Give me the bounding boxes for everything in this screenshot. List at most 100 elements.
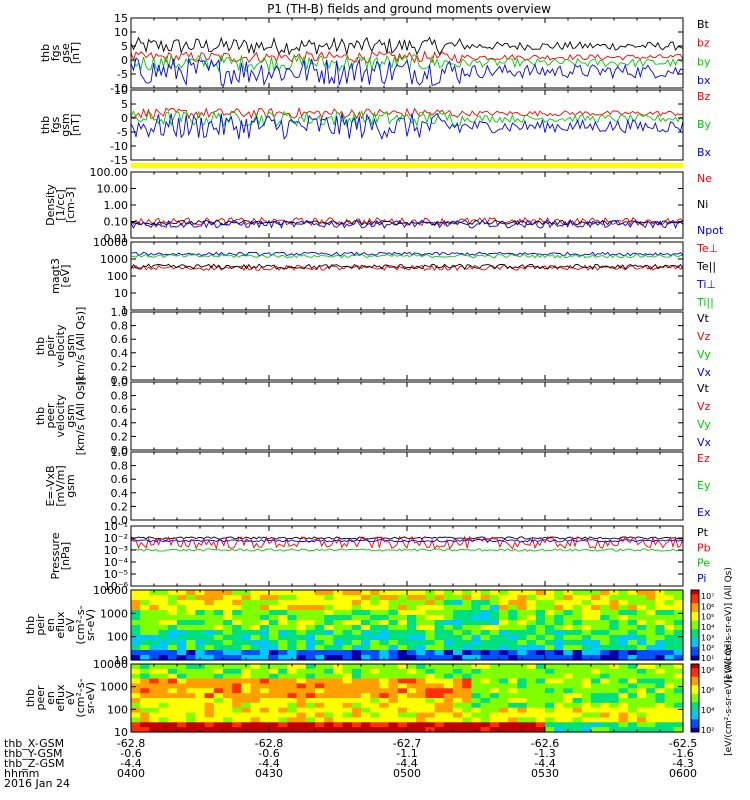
spectrogram-cell <box>453 717 463 723</box>
spectrogram-cell <box>351 688 362 694</box>
spectrogram-cell <box>149 707 160 714</box>
spectrogram-cell <box>581 693 592 699</box>
spectrogram-cell <box>563 668 574 675</box>
spectrogram-cell <box>250 610 261 616</box>
spectrogram-cell <box>508 655 518 661</box>
spectrogram-cell <box>572 625 583 631</box>
series-line-Pt <box>130 536 684 540</box>
spectrogram-cell <box>305 630 316 636</box>
spectrogram-cell <box>526 678 537 685</box>
spectrogram-cell <box>287 668 298 675</box>
spectrogram-cell <box>388 615 399 621</box>
spectrogram-cell <box>361 635 371 641</box>
spectrogram-cell <box>618 605 629 611</box>
spectrogram-cell <box>232 688 242 694</box>
spectrogram-cell <box>177 600 187 606</box>
spectrogram-cell <box>499 727 509 733</box>
spectrogram-cell <box>213 722 224 728</box>
spectrogram-cell <box>370 712 380 719</box>
spectrogram-cell <box>351 693 362 699</box>
spectrogram-cell <box>581 698 592 704</box>
spectrogram-cell <box>443 630 454 636</box>
spectrogram-cell <box>379 707 390 714</box>
spectrogram-cell <box>508 698 518 704</box>
spectrogram-cell <box>167 722 178 728</box>
spectrogram-cell <box>140 707 150 714</box>
y-tick-label: 10000 <box>93 236 128 249</box>
spectrogram-cell <box>204 702 215 709</box>
spectrogram-cell <box>637 683 647 689</box>
spectrogram-cell <box>434 727 445 733</box>
spectrogram-cell <box>517 630 528 636</box>
y-tick-label: 10 <box>114 26 128 39</box>
y-tick-label: 100.00 <box>90 166 129 179</box>
spectrogram-cell <box>434 722 445 728</box>
spectrogram-cell <box>609 625 620 631</box>
spectrogram-cell <box>499 707 509 714</box>
spectrogram-cell <box>149 635 160 641</box>
spectrogram-cell <box>572 707 583 714</box>
y-tick-label: 10⁻⁴ <box>104 556 129 569</box>
legend-entry-Pb: Pb <box>697 541 711 554</box>
y-axis-label: gsm <box>64 474 77 497</box>
spectrogram-cell <box>269 645 279 651</box>
spectrogram-cell <box>407 678 417 685</box>
spectrogram-cell <box>637 635 647 641</box>
spectrogram-cell <box>305 727 316 733</box>
spectrogram-cell <box>673 630 684 636</box>
spectrogram-cell <box>664 693 675 699</box>
spectrogram-cell <box>508 702 518 709</box>
legend-entry-Vx: Vx <box>697 366 712 379</box>
spectrogram-cell <box>296 600 307 606</box>
spectrogram-cell <box>333 605 344 611</box>
colorbar-segment <box>691 676 699 682</box>
spectrogram-cell <box>259 610 270 616</box>
spectrogram-cell <box>388 688 399 694</box>
spectrogram-cell <box>591 595 601 601</box>
spectrogram-cell <box>591 635 601 641</box>
colorbar-segment <box>691 620 699 626</box>
spectrogram-cell <box>342 645 353 651</box>
spectrogram-cell <box>204 668 215 675</box>
spectrogram-cell <box>471 610 482 616</box>
spectrogram-cell <box>517 605 528 611</box>
spectrogram-cell <box>508 635 518 641</box>
spectrogram-cell <box>591 722 601 728</box>
spectrogram-cell <box>563 600 574 606</box>
spectrogram-cell <box>517 698 528 704</box>
y-axis-label: [km/s (All Qs)] <box>74 377 87 456</box>
spectrogram-cell <box>131 610 141 616</box>
spectrogram-cell <box>223 668 233 675</box>
spectrogram-cell <box>545 664 555 670</box>
spectrogram-cell <box>554 668 564 675</box>
spectrogram-cell <box>499 600 509 606</box>
axis-row-value: -62.7 <box>393 737 421 750</box>
spectrogram-cell <box>296 664 307 670</box>
spectrogram-cell <box>664 707 675 714</box>
series-line-Ti|| <box>130 253 684 259</box>
spectrogram-cell <box>250 717 261 723</box>
y-tick-label: 10⁻³ <box>104 544 128 557</box>
spectrogram-cell <box>333 625 344 631</box>
spectrogram-cell <box>581 722 592 728</box>
spectrogram-cell <box>526 620 537 626</box>
y-axis-label: [cm-3] <box>64 187 77 223</box>
spectrogram-cell <box>140 615 150 621</box>
spectrogram-cell <box>177 630 187 636</box>
legend-entry-Bz: Bz <box>697 90 711 103</box>
spectrogram-cell <box>462 727 472 733</box>
spectrogram-cell <box>204 605 215 611</box>
spectrogram-cell <box>269 727 279 733</box>
spectrogram-cell <box>627 727 638 733</box>
spectrogram-cell <box>563 650 574 656</box>
spectrogram-cell <box>324 693 334 699</box>
spectrogram-cell <box>296 707 307 714</box>
spectrogram-cell <box>572 605 583 611</box>
spectrogram-cell <box>646 683 656 689</box>
spectrogram-cell <box>223 717 233 723</box>
colorbar-tick-label: 10⁵ <box>701 613 714 622</box>
spectrogram-cell <box>269 635 279 641</box>
spectrogram-cell <box>434 595 445 601</box>
y-axis-label: thb <box>34 407 47 425</box>
spectrogram-cell <box>250 615 261 621</box>
